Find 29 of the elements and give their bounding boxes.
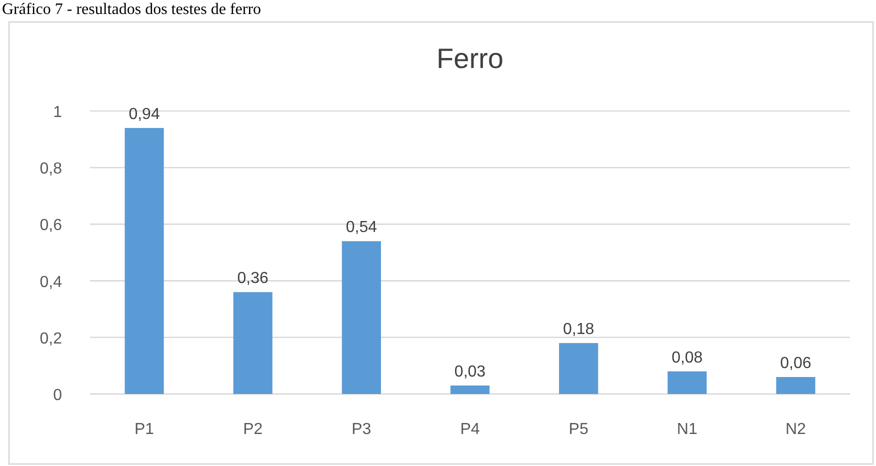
data-label: 0,08: [672, 349, 703, 366]
y-tick-label: 0,4: [40, 274, 62, 291]
data-label: 0,36: [237, 270, 269, 288]
chart-title: Ferro: [436, 43, 504, 74]
text: Gráfico 7 - resultados dos testes de ferro: [2, 1, 262, 18]
x-tick-label: P3: [352, 421, 372, 438]
data-label: 0,03: [454, 364, 486, 381]
bar: [124, 128, 164, 394]
data-label: 0,06: [780, 355, 812, 372]
x-tick-label: N1: [676, 421, 698, 438]
bar: [668, 371, 707, 394]
x-tick-label: P2: [243, 421, 263, 438]
bar: [776, 377, 816, 394]
x-tick-label: P4: [460, 421, 480, 438]
y-tick-label: 1: [53, 104, 62, 121]
data-label: 0,54: [346, 219, 378, 236]
y-tick-label: 0: [53, 387, 62, 404]
data-label: 0,94: [128, 106, 160, 123]
x-tick-label: P5: [568, 421, 588, 438]
x-tick-label: N2: [785, 421, 806, 438]
y-tick-label: 0,2: [40, 330, 62, 348]
bar: [233, 292, 272, 394]
x-tick-label: P1: [134, 421, 154, 438]
y-tick-label: 0,6: [40, 217, 62, 234]
data-label: 0,18: [563, 321, 594, 338]
bar: [450, 386, 490, 394]
y-tick-label: 0,8: [40, 160, 62, 178]
bar: [342, 241, 381, 394]
bar: [559, 343, 598, 394]
